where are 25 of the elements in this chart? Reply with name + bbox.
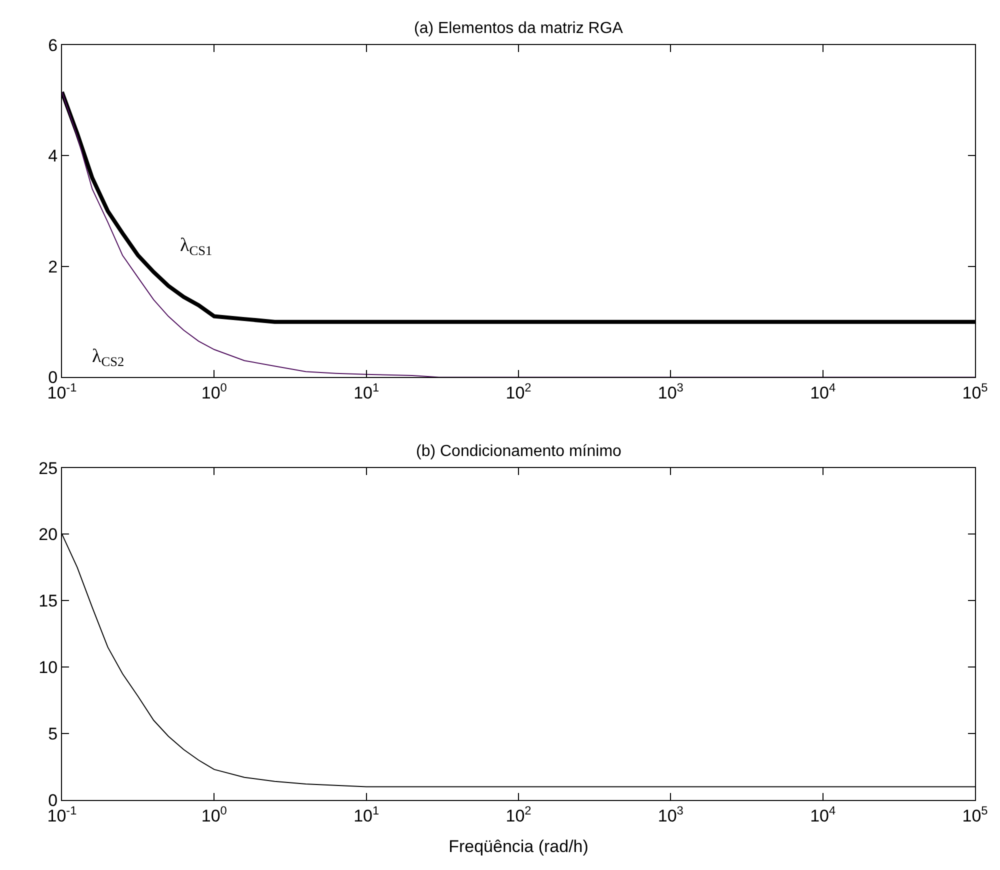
- y-tick-label: 20: [38, 525, 58, 544]
- y-tick-label: 25: [38, 458, 58, 478]
- x-tick-label: 10$^{3}$: [658, 803, 684, 826]
- series-label: λ$_{CS1}$: [180, 235, 212, 258]
- x-tick-label: 10$^{4}$: [810, 380, 836, 403]
- y-tick-label: 5: [48, 724, 58, 744]
- x-tick-label: 10$^{5}$: [962, 803, 988, 826]
- y-tick-label: 6: [48, 36, 58, 55]
- x-tick-label: 10$^{1}$: [354, 380, 380, 403]
- y-tick-label: 2: [48, 257, 58, 276]
- x-tick-label: 10$^{2}$: [506, 803, 532, 826]
- x-tick-label: 10$^{2}$: [506, 380, 532, 403]
- x-tick-label: 10$^{3}$: [658, 380, 684, 403]
- chart-title: (b) Condicionamento mínimo: [416, 443, 622, 460]
- y-tick-label: 4: [48, 146, 58, 166]
- x-tick-label: 10$^{4}$: [810, 803, 836, 826]
- x-tick-label: 10$^{5}$: [962, 380, 988, 403]
- x-tick-label: 10$^{0}$: [201, 380, 228, 403]
- x-tick-label: 10$^{0}$: [201, 803, 228, 826]
- y-tick-label: 15: [38, 592, 58, 611]
- chart-title: (a) Elementos da matriz RGA: [414, 20, 624, 37]
- y-tick-label: 10: [38, 658, 58, 678]
- x-tick-label: 10$^{1}$: [354, 803, 380, 826]
- text: λ$_{CS2}$: [92, 346, 124, 369]
- x-axis-title: Freqüência (rad/h): [448, 836, 588, 856]
